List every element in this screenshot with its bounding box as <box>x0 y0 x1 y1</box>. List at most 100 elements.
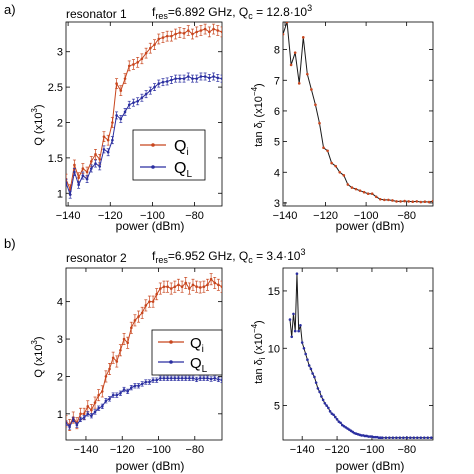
b-left-Qi-point <box>184 281 188 285</box>
b-left-ylabel-main: Q (x10 <box>33 345 45 378</box>
a-right-tan-point <box>378 197 382 201</box>
a-left-QL-point <box>216 76 220 80</box>
a-left-QL-point <box>102 148 106 151</box>
a-left-QL-point <box>111 138 114 142</box>
a-right-tan-point <box>293 51 297 54</box>
b-left-QL-point <box>213 377 217 380</box>
a-left-QL-point <box>94 162 97 165</box>
a-right-tan-point <box>366 192 370 196</box>
a-right-tan-point <box>326 149 329 153</box>
a-left-Qi-point <box>98 157 102 161</box>
b-left-Qi-point <box>213 281 217 285</box>
a-left-Qi-point <box>174 32 177 36</box>
a-left-Qi-point <box>212 27 215 31</box>
a-left-QL-point <box>123 110 127 114</box>
b-left-QL-point <box>68 425 71 429</box>
b-right-tan-point <box>288 318 292 321</box>
b-left-Qi-point <box>97 393 100 397</box>
b-left-Qi-point <box>137 315 140 318</box>
b-right-tan-point <box>422 436 426 440</box>
a-left-xtick-label: −120 <box>98 210 123 222</box>
b-right-tan-point <box>381 436 384 440</box>
a-left-Qi-point <box>73 163 76 167</box>
b-left-Qi-point <box>79 412 82 416</box>
b-right-tan-point <box>335 418 339 421</box>
b-right-xtick-label: −80 <box>398 444 417 456</box>
b-left-QL-point <box>126 390 129 393</box>
b-left-Qi-point <box>169 287 173 290</box>
b-right-tan-point <box>332 413 335 417</box>
a-right-tan-point <box>374 195 378 199</box>
b-left-ytick-label: 3 <box>57 334 63 346</box>
a-right-tan-point <box>285 22 289 24</box>
a-left-xtick-label: −140 <box>56 210 81 222</box>
b-left-Qi-point <box>119 348 122 352</box>
b-left-QL-point <box>115 393 119 397</box>
b-right-tan-point <box>419 436 423 440</box>
a-left-Qi-point <box>106 138 110 142</box>
a-left-QL-point <box>178 77 182 80</box>
b-right-ytick-label: 10 <box>268 343 280 355</box>
b-left-QL-point <box>71 418 75 421</box>
a-right-tan-point <box>318 121 321 125</box>
a-left-QL-point <box>132 101 135 104</box>
a-right-ytick-label: 8 <box>274 45 280 57</box>
b-left-QL-point <box>188 377 191 380</box>
b-right-tan-point <box>409 436 412 440</box>
legend-a-qi-text: Qi <box>174 138 189 158</box>
b-left-Qi-point <box>108 367 111 371</box>
a-left-Qi-point <box>157 37 161 41</box>
a-left-Qi-point <box>144 51 148 55</box>
a-right-tan-point <box>399 200 402 203</box>
a-left-QL-point <box>195 77 199 80</box>
b-right-tan-point <box>313 375 316 379</box>
b-right-tan-point <box>395 436 398 440</box>
panel-a-f: f <box>152 5 156 19</box>
a-left-Qi-point <box>111 121 114 124</box>
a-left-Qi-point <box>216 29 220 32</box>
b-left-QL-point <box>93 410 97 414</box>
b-right-tan-point <box>293 329 297 333</box>
a-left-Qi-point <box>89 160 93 163</box>
legend-b-ql-q: Q <box>190 355 202 372</box>
a-right-xtick-label: −120 <box>313 210 338 222</box>
a-left-Qi-point <box>186 29 190 32</box>
b-right-tan-point <box>320 395 323 398</box>
b-right-frame <box>282 267 434 441</box>
legend-b-ql-sub: L <box>202 364 208 375</box>
a-left-QL-point <box>66 181 68 184</box>
a-right-tan-point <box>431 199 433 203</box>
b-left-Qi-point <box>209 277 213 281</box>
b-right-tan-point <box>307 364 311 367</box>
b-right-tan-point <box>426 436 430 440</box>
a-left-Qi-point <box>165 34 169 38</box>
a-left-QL-point <box>174 77 177 80</box>
b-left-QL-point <box>122 388 126 391</box>
a-left-QL-point <box>220 77 222 80</box>
a-left-xtick-label: −100 <box>140 210 165 222</box>
a-right-xlabel: power (dBm) <box>336 219 405 233</box>
a-right-xtick-label: −140 <box>273 210 298 222</box>
b-right-tan-point <box>304 352 307 356</box>
a-right-tan-point <box>306 72 309 76</box>
b-left-QL-point <box>166 377 169 380</box>
b-left-xtick-label: −140 <box>74 444 99 456</box>
b-left-QL-point <box>169 377 173 380</box>
legend-b-qi-marker <box>169 340 173 344</box>
panel-b-resonator: resonator 2 <box>66 251 127 265</box>
a-left-QL-point <box>157 82 161 85</box>
b-left-Qi-point <box>162 285 166 288</box>
a-left-Qi-point <box>170 34 173 38</box>
legend-a-ql-sub: L <box>186 169 192 180</box>
b-right-tan-point <box>314 381 318 384</box>
a-left-ytick-label: 1.5 <box>48 153 63 165</box>
b-left-QL-point <box>119 391 122 395</box>
a-left-QL-point <box>199 75 203 78</box>
b-left-Qi-point <box>90 408 93 412</box>
b-left-QL-point <box>111 393 115 397</box>
a-left-QL-point <box>140 96 144 100</box>
b-left-QL-point <box>191 377 195 380</box>
a-right-tan-point <box>289 63 293 67</box>
b-right-tan-point <box>328 410 332 413</box>
